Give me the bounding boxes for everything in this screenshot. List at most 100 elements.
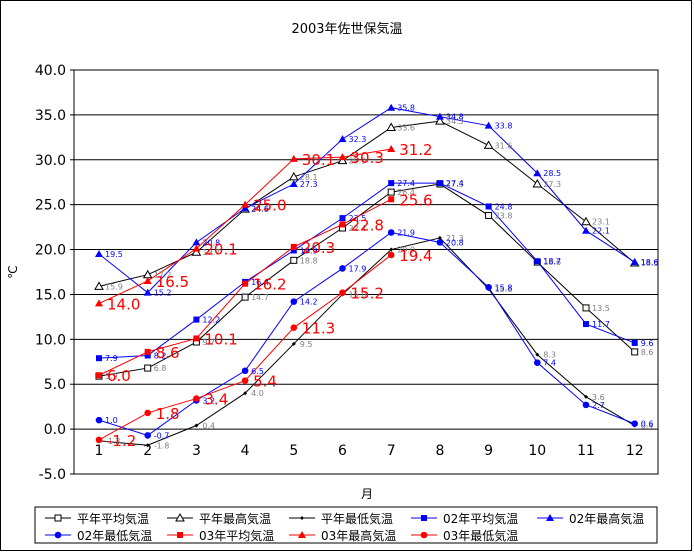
legend-marker bbox=[54, 514, 62, 522]
data-label: 19.9 bbox=[300, 246, 318, 255]
data-point bbox=[389, 247, 394, 252]
data-point bbox=[339, 215, 346, 222]
data-label: 20.3 bbox=[302, 239, 335, 257]
legend-label: 02年最低気温 bbox=[77, 528, 152, 543]
data-label: 0.4 bbox=[641, 422, 654, 431]
data-label: 7.4 bbox=[543, 359, 556, 368]
x-tick-label: 6 bbox=[338, 443, 347, 459]
data-label: 8.6 bbox=[156, 344, 180, 362]
x-tick-label: 12 bbox=[626, 443, 644, 459]
legend-label: 03年平均気温 bbox=[199, 528, 274, 543]
data-label: 32.3 bbox=[349, 135, 367, 144]
data-label: 11.3 bbox=[302, 320, 335, 338]
series-line bbox=[98, 120, 636, 287]
data-point bbox=[533, 169, 542, 177]
data-label: 16.5 bbox=[156, 273, 189, 291]
data-label: 6.0 bbox=[107, 367, 131, 385]
data-point bbox=[241, 293, 249, 301]
data-label: 33.6 bbox=[397, 123, 415, 132]
data-label: 25.6 bbox=[399, 191, 432, 209]
data-point bbox=[95, 250, 103, 258]
data-label: 6.8 bbox=[154, 364, 167, 373]
data-point bbox=[631, 339, 638, 346]
data-label: 17.9 bbox=[349, 264, 367, 273]
y-tick-label: -5.0 bbox=[39, 467, 66, 483]
data-label: 18.6 bbox=[641, 258, 659, 267]
data-label: 22.1 bbox=[592, 227, 610, 236]
data-point bbox=[387, 145, 396, 153]
series-line bbox=[98, 237, 635, 446]
data-point bbox=[339, 265, 346, 272]
data-label: 15.8 bbox=[495, 283, 513, 292]
data-label: 27.4 bbox=[446, 179, 464, 188]
data-point bbox=[581, 216, 591, 226]
data-label: 26.4 bbox=[397, 188, 415, 197]
data-label: 34.3 bbox=[446, 117, 464, 126]
legend: 平年平均気温 平年最高気温 平年最低気温 02年平均気温 02年最高気温 02年最低気温 0… bbox=[34, 506, 658, 544]
data-label: 10.1 bbox=[204, 330, 237, 348]
data-label: 35.8 bbox=[397, 104, 415, 113]
y-tick-label: 0.0 bbox=[44, 422, 66, 438]
data-label: 7.9 bbox=[105, 354, 118, 363]
data-label: 12.2 bbox=[202, 316, 220, 325]
legend-label: 平年最低気温 bbox=[321, 511, 393, 526]
data-label: 23.1 bbox=[592, 218, 610, 227]
data-label: 15.9 bbox=[105, 282, 123, 291]
data-point bbox=[631, 420, 638, 428]
legend-marker bbox=[177, 532, 183, 538]
x-tick-label: 8 bbox=[435, 443, 444, 459]
x-tick-label: 2 bbox=[143, 443, 152, 459]
data-label: 14.7 bbox=[251, 293, 269, 302]
x-tick-label: 11 bbox=[577, 443, 595, 459]
data-point bbox=[630, 258, 639, 266]
data-point bbox=[194, 423, 199, 428]
y-axis-label: ℃ bbox=[6, 265, 20, 278]
y-tick-label: 30.0 bbox=[35, 153, 66, 169]
data-point bbox=[290, 247, 297, 254]
data-label: 28.1 bbox=[300, 173, 318, 182]
data-label: 19.4 bbox=[399, 247, 432, 265]
legend-marker bbox=[420, 531, 428, 539]
y-tick-label: 10.0 bbox=[35, 332, 66, 348]
data-point bbox=[290, 256, 298, 264]
data-label: 4.0 bbox=[251, 389, 264, 398]
data-label: 8.2 bbox=[154, 351, 167, 360]
legend-marker bbox=[175, 512, 185, 522]
data-point bbox=[436, 180, 443, 187]
data-label: 27.3 bbox=[446, 180, 464, 189]
data-point bbox=[584, 394, 588, 399]
grid-lines bbox=[73, 69, 659, 475]
plot-area-border bbox=[73, 69, 659, 475]
data-label: 19.7 bbox=[202, 248, 220, 257]
legend-label: 平年最高気温 bbox=[199, 511, 271, 526]
data-point bbox=[532, 179, 543, 188]
legend-item: 平年平均気温 bbox=[45, 511, 149, 526]
legend-label: 03年最高気温 bbox=[321, 528, 396, 543]
data-point bbox=[290, 243, 297, 250]
x-tick-label: 1 bbox=[95, 443, 104, 459]
data-label: 27.3 bbox=[300, 180, 318, 189]
data-label: 9.5 bbox=[300, 340, 313, 349]
data-point bbox=[241, 200, 250, 208]
legend-item: 02年平均気温 bbox=[411, 511, 518, 526]
data-point bbox=[193, 335, 200, 342]
data-point bbox=[193, 395, 200, 402]
data-label: 16.2 bbox=[253, 276, 286, 294]
data-point bbox=[339, 289, 346, 296]
data-point bbox=[95, 416, 103, 424]
data-point bbox=[387, 251, 395, 259]
data-label: 20.1 bbox=[204, 241, 237, 259]
data-label: 6.5 bbox=[251, 367, 264, 376]
data-point bbox=[241, 367, 249, 375]
legend-item: 平年最高気温 bbox=[167, 511, 271, 526]
axes: -5.00.05.010.015.020.025.030.035.040.01 2… bbox=[35, 63, 644, 483]
series-line bbox=[98, 182, 635, 359]
series-line bbox=[98, 183, 636, 377]
data-label: 28.5 bbox=[543, 169, 561, 178]
data-label: 24.8 bbox=[495, 202, 513, 211]
data-label: 31.2 bbox=[399, 141, 432, 159]
data-point bbox=[241, 204, 250, 212]
data-point bbox=[192, 238, 201, 246]
data-point bbox=[583, 321, 589, 328]
